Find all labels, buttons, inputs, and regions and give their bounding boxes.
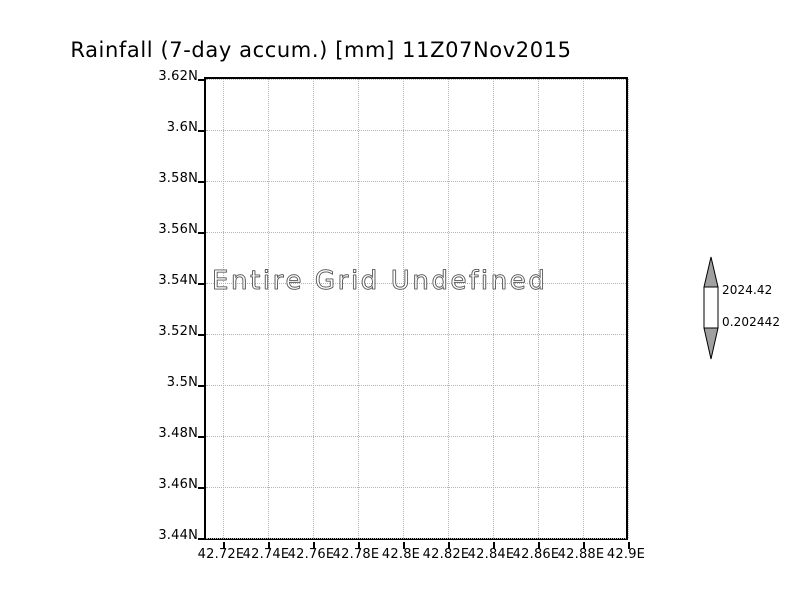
gridline-vertical — [223, 79, 225, 538]
y-axis-tick-label: 3.62N — [158, 69, 198, 84]
y-axis-tick — [198, 232, 205, 234]
gridline-vertical — [538, 79, 540, 538]
gridline-vertical — [358, 79, 360, 538]
y-axis-labels: 3.62N 3.6N 3.58N 3.56N 3.54N 3.52N 3.5N … — [140, 69, 198, 543]
gridline-horizontal — [206, 130, 626, 132]
x-axis-tick — [313, 542, 315, 549]
x-axis-tick — [583, 542, 585, 549]
x-axis-tick-label: 42.88E — [557, 547, 605, 562]
y-axis-tick-label: 3.44N — [158, 528, 198, 543]
plot-area — [198, 77, 630, 549]
y-axis-tick-label: 3.52N — [158, 324, 198, 339]
gridline-horizontal — [206, 283, 626, 285]
x-axis-tick-label: 42.72E — [197, 547, 245, 562]
y-axis-tick-label: 3.46N — [158, 477, 198, 492]
gridline-horizontal — [206, 487, 626, 489]
x-axis-tick — [268, 542, 270, 549]
gridline-vertical — [493, 79, 495, 538]
x-axis-labels: 42.72E 42.74E 42.76E 42.78E 42.8E 42.82E… — [198, 547, 645, 567]
colorbar-high-tick-label: 2024.42 — [722, 283, 773, 297]
y-axis-tick — [198, 79, 205, 81]
colorbar-lower-triangle — [703, 327, 719, 360]
gridline-horizontal — [206, 79, 626, 81]
x-axis-tick — [403, 542, 405, 549]
y-axis-tick — [198, 487, 205, 489]
x-axis-tick-label: 42.74E — [242, 547, 290, 562]
colorbar-low-tick-label: 0.202442 — [722, 315, 781, 329]
x-axis-tick-label: 42.76E — [287, 547, 335, 562]
x-axis-tick — [448, 542, 450, 549]
x-axis-tick-label: 42.9E — [606, 547, 646, 562]
x-axis-tick-label: 42.8E — [381, 547, 421, 562]
x-axis-tick-label: 42.84E — [467, 547, 515, 562]
colorbar — [698, 256, 724, 360]
gridline-vertical — [403, 79, 405, 538]
y-axis-tick-label: 3.56N — [158, 222, 198, 237]
x-axis-tick — [223, 542, 225, 549]
colorbar-mid-band — [703, 286, 719, 329]
gridline-horizontal — [206, 436, 626, 438]
page-title: Rainfall (7-day accum.) [mm] 11Z07Nov201… — [0, 38, 792, 62]
x-axis-tick — [358, 542, 360, 549]
y-axis-tick-label: 3.58N — [158, 171, 198, 186]
y-axis-tick-label: 3.5N — [166, 375, 198, 390]
gridline-horizontal — [206, 334, 626, 336]
x-axis-tick-label: 42.82E — [422, 547, 470, 562]
y-axis-tick — [198, 130, 205, 132]
x-axis-tick-label: 42.78E — [332, 547, 380, 562]
x-axis-tick-label: 42.86E — [512, 547, 560, 562]
y-axis-tick — [198, 181, 205, 183]
x-axis-tick — [493, 542, 495, 549]
y-axis-tick — [198, 436, 205, 438]
y-axis-tick — [198, 283, 205, 285]
gridline-vertical — [628, 79, 630, 538]
y-axis-tick-label: 3.6N — [166, 120, 198, 135]
x-axis-tick — [628, 542, 630, 549]
gridlines — [206, 79, 629, 540]
gridline-vertical — [583, 79, 585, 538]
gridline-horizontal — [206, 385, 626, 387]
gridline-horizontal — [206, 538, 626, 540]
x-axis-tick — [538, 542, 540, 549]
gridline-vertical — [448, 79, 450, 538]
gridline-vertical — [313, 79, 315, 538]
y-axis-tick — [198, 334, 205, 336]
gridline-vertical — [268, 79, 270, 538]
colorbar-upper-triangle — [703, 256, 719, 288]
y-axis-tick-label: 3.48N — [158, 426, 198, 441]
y-axis-tick-label: 3.54N — [158, 273, 198, 288]
gridline-horizontal — [206, 181, 626, 183]
gridline-horizontal — [206, 232, 626, 234]
y-axis-tick — [198, 385, 205, 387]
page-title-text: Rainfall (7-day accum.) [mm] 11Z07Nov201… — [70, 38, 572, 62]
y-axis-tick — [198, 538, 205, 540]
